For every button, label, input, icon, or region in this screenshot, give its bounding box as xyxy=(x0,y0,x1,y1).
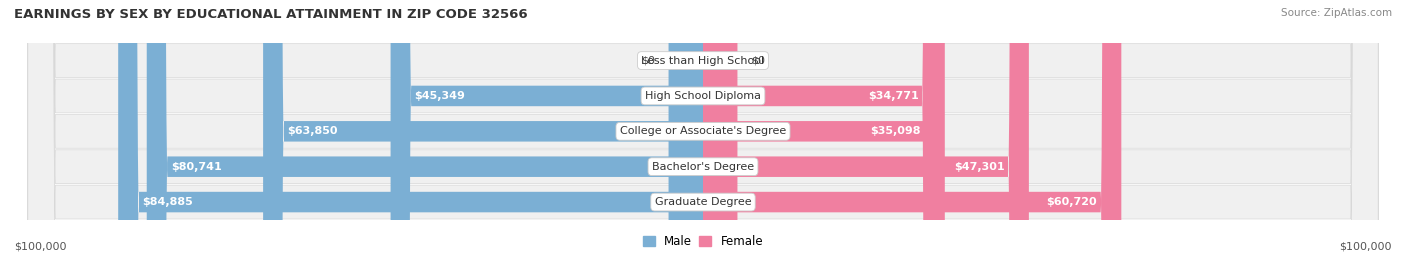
Text: Graduate Degree: Graduate Degree xyxy=(655,197,751,207)
FancyBboxPatch shape xyxy=(28,0,1378,268)
Text: Bachelor's Degree: Bachelor's Degree xyxy=(652,162,754,172)
FancyBboxPatch shape xyxy=(703,0,1122,268)
Text: $47,301: $47,301 xyxy=(955,162,1005,172)
FancyBboxPatch shape xyxy=(28,0,1378,268)
FancyBboxPatch shape xyxy=(28,0,1378,268)
Text: $100,000: $100,000 xyxy=(14,242,66,252)
Text: $100,000: $100,000 xyxy=(1340,242,1392,252)
Text: Source: ZipAtlas.com: Source: ZipAtlas.com xyxy=(1281,8,1392,18)
FancyBboxPatch shape xyxy=(669,0,703,268)
Text: $80,741: $80,741 xyxy=(172,162,222,172)
Text: $35,098: $35,098 xyxy=(870,126,921,136)
Text: High School Diploma: High School Diploma xyxy=(645,91,761,101)
Text: EARNINGS BY SEX BY EDUCATIONAL ATTAINMENT IN ZIP CODE 32566: EARNINGS BY SEX BY EDUCATIONAL ATTAINMEN… xyxy=(14,8,527,21)
Text: $0: $0 xyxy=(751,55,765,66)
FancyBboxPatch shape xyxy=(146,0,703,268)
Text: $0: $0 xyxy=(641,55,655,66)
Legend: Male, Female: Male, Female xyxy=(638,230,768,253)
FancyBboxPatch shape xyxy=(703,0,738,268)
FancyBboxPatch shape xyxy=(703,0,942,268)
Text: Less than High School: Less than High School xyxy=(641,55,765,66)
Text: $60,720: $60,720 xyxy=(1046,197,1097,207)
Text: $34,771: $34,771 xyxy=(868,91,918,101)
Text: College or Associate's Degree: College or Associate's Degree xyxy=(620,126,786,136)
FancyBboxPatch shape xyxy=(391,0,703,268)
FancyBboxPatch shape xyxy=(118,0,703,268)
FancyBboxPatch shape xyxy=(703,0,945,268)
FancyBboxPatch shape xyxy=(263,0,703,268)
Text: $84,885: $84,885 xyxy=(142,197,193,207)
FancyBboxPatch shape xyxy=(28,0,1378,268)
Text: $45,349: $45,349 xyxy=(415,91,465,101)
FancyBboxPatch shape xyxy=(28,0,1378,268)
Text: $63,850: $63,850 xyxy=(287,126,337,136)
FancyBboxPatch shape xyxy=(703,0,1029,268)
